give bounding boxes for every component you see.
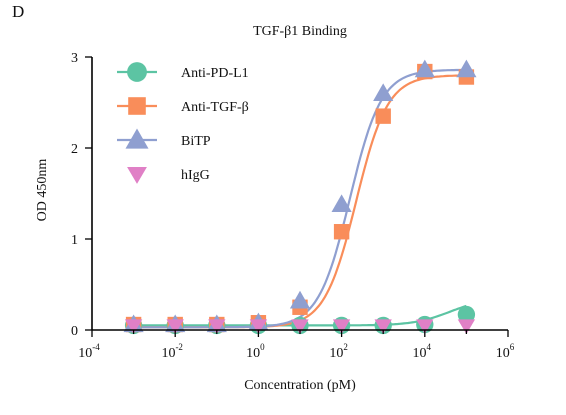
y-tick-label: 0 bbox=[71, 324, 78, 339]
panel-letter: D bbox=[12, 2, 25, 21]
data-point-s3-2 bbox=[208, 319, 226, 335]
x-tick-base: 10 bbox=[78, 346, 92, 361]
x-tick-label: 10-4 bbox=[78, 342, 100, 361]
plot-area bbox=[123, 59, 477, 335]
data-point-s3-7 bbox=[416, 319, 434, 335]
data-point-s3-8 bbox=[457, 319, 476, 335]
chart-title: TGF-β1 Binding bbox=[253, 24, 347, 39]
y-axis-title: OD 450nm bbox=[35, 159, 50, 222]
data-point-s0-8 bbox=[457, 305, 476, 324]
x-tick-exponent: -2 bbox=[175, 342, 183, 352]
x-tick-base: 10 bbox=[329, 346, 343, 361]
x-tick-base: 10 bbox=[496, 346, 510, 361]
x-tick-exponent: 4 bbox=[427, 342, 432, 352]
x-tick-label: 10-2 bbox=[161, 342, 183, 361]
data-point-s2-6 bbox=[373, 83, 394, 101]
data-point-s2-8 bbox=[456, 59, 477, 78]
legend: Anti-PD-L1 Anti-TGF-β BiTP hIgG bbox=[117, 62, 249, 184]
data-point-s3-5 bbox=[332, 319, 351, 335]
data-point-s1-6 bbox=[375, 108, 391, 124]
legend-label-0: Anti-PD-L1 bbox=[181, 66, 249, 81]
data-point-s3-4 bbox=[291, 319, 309, 335]
legend-marker-0 bbox=[127, 62, 147, 82]
data-point-s1-5 bbox=[333, 224, 350, 240]
x-tick-base: 10 bbox=[413, 346, 427, 361]
x-tick-exponent: 2 bbox=[343, 342, 348, 352]
data-point-s3-0 bbox=[124, 319, 143, 335]
data-point-s3-1 bbox=[166, 319, 184, 335]
x-tick-base: 10 bbox=[246, 346, 260, 361]
data-point-s2-4 bbox=[289, 290, 311, 309]
legend-marker-3 bbox=[127, 167, 147, 184]
data-point-s3-3 bbox=[249, 319, 268, 335]
data-point-s2-5 bbox=[331, 194, 352, 212]
x-tick-label: 104 bbox=[413, 342, 432, 361]
x-tick-label: 106 bbox=[496, 342, 515, 361]
x-tick-exponent: 6 bbox=[510, 342, 515, 352]
x-tick-exponent: 0 bbox=[260, 342, 265, 352]
legend-marker-2 bbox=[125, 128, 149, 149]
y-tick-label: 2 bbox=[71, 142, 78, 157]
legend-label-3: hIgG bbox=[181, 168, 210, 183]
legend-label-2: BiTP bbox=[181, 134, 211, 149]
y-tick-label: 3 bbox=[71, 51, 78, 66]
x-tick-base: 10 bbox=[161, 346, 175, 361]
data-point-s2-7 bbox=[414, 59, 435, 78]
legend-marker-1 bbox=[128, 97, 146, 115]
x-axis-title: Concentration (pM) bbox=[244, 378, 356, 393]
data-point-s3-6 bbox=[374, 319, 392, 335]
x-tick-label: 102 bbox=[329, 342, 348, 361]
x-tick-label: 100 bbox=[246, 342, 265, 361]
x-tick-exponent: -4 bbox=[92, 342, 100, 352]
legend-label-1: Anti-TGF-β bbox=[181, 100, 249, 115]
y-tick-label: 1 bbox=[71, 233, 78, 248]
